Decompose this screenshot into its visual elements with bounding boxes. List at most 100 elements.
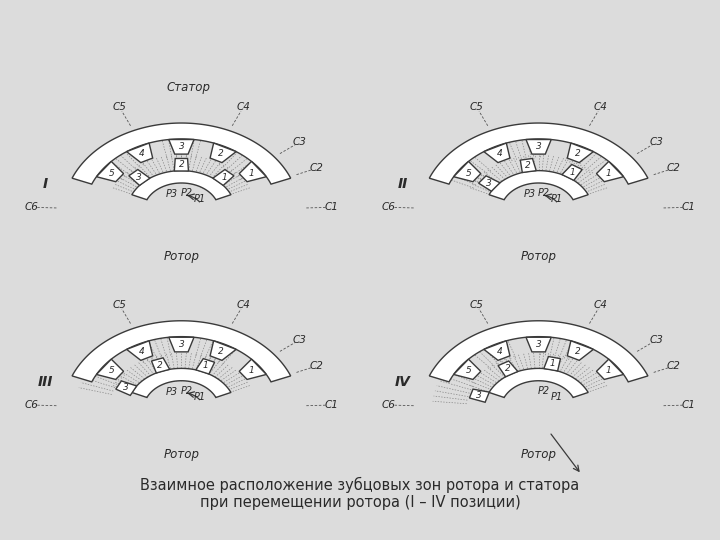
Text: C6: C6	[382, 400, 395, 410]
Polygon shape	[168, 139, 194, 154]
Polygon shape	[239, 161, 266, 181]
Polygon shape	[567, 143, 593, 163]
Polygon shape	[526, 139, 552, 154]
Text: 1: 1	[248, 168, 254, 178]
Text: C5: C5	[469, 300, 484, 310]
Polygon shape	[596, 161, 624, 181]
Text: 2: 2	[575, 149, 581, 158]
Polygon shape	[484, 143, 510, 163]
Text: P3: P3	[166, 189, 178, 199]
Polygon shape	[489, 171, 588, 200]
Polygon shape	[544, 356, 560, 371]
Text: P2: P2	[538, 386, 550, 396]
Text: C3: C3	[292, 335, 307, 345]
Text: 2: 2	[218, 347, 224, 356]
Polygon shape	[210, 143, 236, 163]
Text: 3: 3	[123, 383, 129, 392]
Polygon shape	[210, 341, 236, 360]
Polygon shape	[72, 321, 291, 382]
Text: C5: C5	[112, 102, 127, 112]
Polygon shape	[129, 170, 150, 185]
Text: 1: 1	[248, 366, 254, 375]
Polygon shape	[96, 161, 124, 181]
Text: C5: C5	[469, 102, 484, 112]
Text: Ротор: Ротор	[163, 448, 199, 461]
Polygon shape	[116, 381, 137, 395]
Text: 4: 4	[496, 149, 502, 158]
Text: C1: C1	[325, 400, 338, 410]
Text: C2: C2	[310, 361, 323, 371]
Text: 1: 1	[570, 167, 575, 177]
Text: P1: P1	[551, 392, 563, 402]
Polygon shape	[132, 171, 231, 200]
Text: 3: 3	[476, 391, 482, 400]
Text: 2: 2	[157, 361, 163, 369]
Polygon shape	[132, 368, 231, 397]
Polygon shape	[239, 359, 266, 380]
Polygon shape	[127, 143, 153, 163]
Text: 2: 2	[525, 161, 531, 170]
Polygon shape	[429, 123, 648, 184]
Text: Ротор: Ротор	[521, 250, 557, 263]
Text: 5: 5	[466, 366, 472, 375]
Text: C1: C1	[325, 202, 338, 212]
Text: 4: 4	[496, 347, 502, 356]
Text: C4: C4	[593, 102, 608, 112]
Text: IV: IV	[395, 375, 411, 389]
Text: 1: 1	[606, 366, 611, 375]
Text: P1: P1	[194, 392, 206, 402]
Text: 5: 5	[109, 168, 114, 178]
Text: 2: 2	[179, 160, 184, 169]
Text: C2: C2	[667, 361, 680, 371]
Polygon shape	[567, 341, 593, 360]
Text: 2: 2	[575, 347, 581, 356]
Text: при перемещении ротора (I – IV позиции): при перемещении ротора (I – IV позиции)	[199, 495, 521, 510]
Text: 4: 4	[139, 149, 145, 158]
Text: C2: C2	[667, 164, 680, 173]
Text: 5: 5	[466, 168, 472, 178]
Text: C6: C6	[382, 202, 395, 212]
Text: C4: C4	[236, 300, 251, 310]
Polygon shape	[96, 359, 124, 380]
Polygon shape	[151, 358, 170, 373]
Text: 2: 2	[505, 364, 510, 373]
Text: C5: C5	[112, 300, 127, 310]
Text: 3: 3	[536, 142, 541, 151]
Polygon shape	[168, 338, 194, 352]
Text: P2: P2	[181, 386, 193, 396]
Text: 4: 4	[139, 347, 145, 356]
Text: P3: P3	[523, 189, 536, 199]
Polygon shape	[454, 161, 481, 181]
Text: Взаимное расположение зубцовых зон ротора и статора: Взаимное расположение зубцовых зон ротор…	[140, 477, 580, 494]
Text: II: II	[397, 178, 408, 192]
Text: 1: 1	[203, 361, 209, 370]
Text: Ротор: Ротор	[521, 448, 557, 461]
Text: C6: C6	[24, 400, 38, 410]
Text: 2: 2	[218, 149, 224, 158]
Polygon shape	[429, 321, 648, 382]
Text: C6: C6	[24, 202, 38, 212]
Text: C3: C3	[650, 335, 664, 345]
Polygon shape	[479, 176, 500, 191]
Text: 1: 1	[550, 359, 556, 368]
Text: C1: C1	[682, 400, 696, 410]
Text: Ротор: Ротор	[163, 250, 199, 263]
Text: C3: C3	[292, 137, 307, 147]
Polygon shape	[562, 165, 582, 180]
Text: C4: C4	[236, 102, 251, 112]
Polygon shape	[469, 389, 490, 402]
Text: C3: C3	[650, 137, 664, 147]
Text: P2: P2	[181, 188, 193, 198]
Polygon shape	[196, 359, 215, 374]
Polygon shape	[526, 338, 552, 352]
Text: P1: P1	[194, 194, 206, 204]
Polygon shape	[521, 159, 536, 172]
Text: P3: P3	[166, 387, 178, 397]
Text: III: III	[38, 375, 53, 389]
Polygon shape	[213, 170, 234, 185]
Text: 3: 3	[136, 172, 142, 181]
Text: 3: 3	[179, 340, 184, 349]
Text: C1: C1	[682, 202, 696, 212]
Polygon shape	[174, 159, 189, 171]
Text: 3: 3	[179, 142, 184, 151]
